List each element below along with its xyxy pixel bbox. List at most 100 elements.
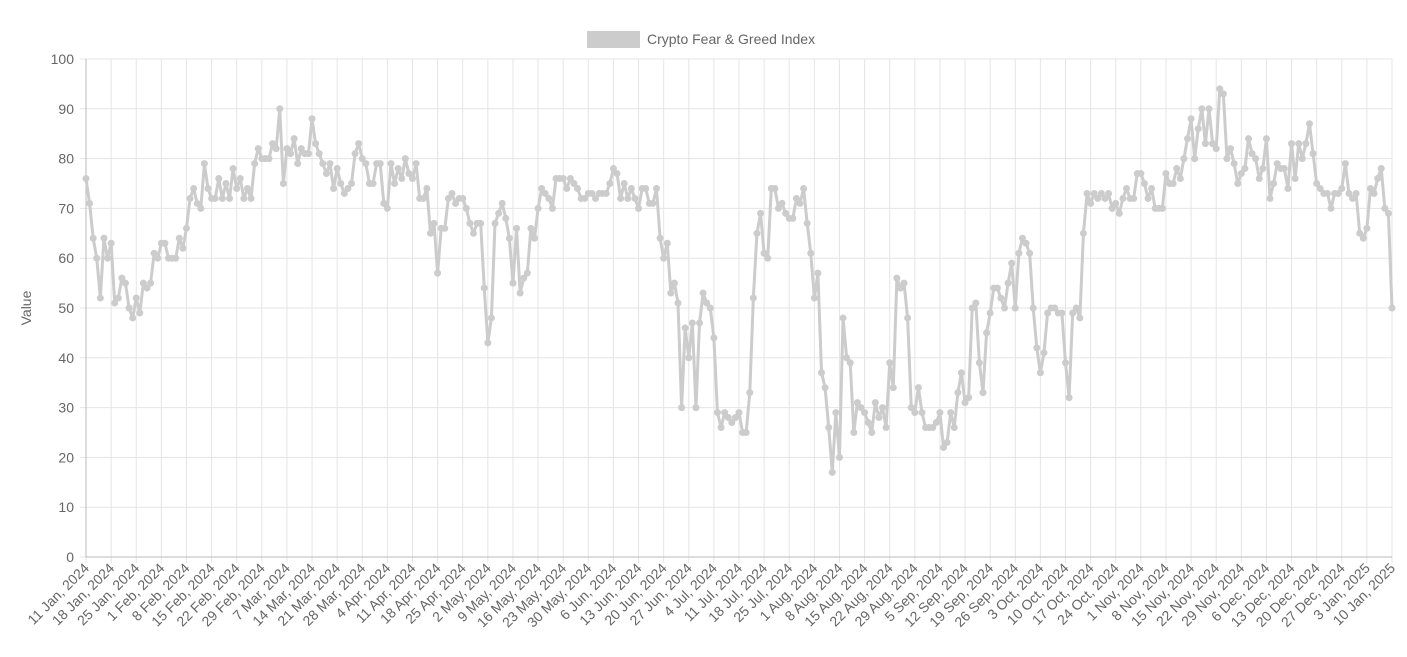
data-point bbox=[1352, 189, 1360, 197]
data-point bbox=[642, 184, 650, 192]
data-point bbox=[986, 309, 994, 317]
data-point bbox=[997, 294, 1005, 302]
data-point bbox=[1187, 115, 1195, 123]
data-point bbox=[545, 194, 553, 202]
data-point bbox=[444, 194, 452, 202]
data-point bbox=[792, 194, 800, 202]
data-point bbox=[197, 204, 205, 212]
data-point bbox=[1051, 304, 1059, 312]
data-point bbox=[1036, 369, 1044, 377]
data-point bbox=[1097, 189, 1105, 197]
legend-label[interactable]: Crypto Fear & Greed Index bbox=[647, 31, 815, 47]
data-point bbox=[369, 180, 377, 187]
data-point bbox=[251, 160, 259, 168]
data-point bbox=[100, 234, 108, 242]
data-point bbox=[132, 294, 140, 302]
data-point bbox=[721, 409, 729, 417]
data-point bbox=[814, 269, 822, 277]
data-point bbox=[229, 165, 237, 173]
data-point bbox=[505, 234, 513, 242]
data-point bbox=[430, 219, 438, 227]
data-point bbox=[864, 419, 872, 427]
data-point bbox=[1180, 155, 1188, 163]
data-point bbox=[724, 414, 732, 422]
data-point bbox=[810, 294, 818, 302]
data-point bbox=[541, 189, 549, 197]
data-point bbox=[452, 199, 460, 207]
data-point bbox=[782, 209, 790, 217]
y-tick-label: 80 bbox=[58, 151, 74, 167]
data-point bbox=[1115, 209, 1123, 217]
data-point bbox=[1015, 249, 1023, 257]
data-point bbox=[1313, 180, 1321, 187]
data-point bbox=[1309, 150, 1317, 158]
data-point bbox=[1176, 175, 1184, 183]
data-point bbox=[559, 175, 567, 183]
data-point bbox=[459, 194, 467, 202]
data-point bbox=[692, 404, 700, 412]
data-point bbox=[1162, 170, 1170, 178]
data-point bbox=[1334, 189, 1342, 197]
data-point bbox=[1273, 160, 1281, 168]
data-point bbox=[487, 314, 495, 322]
data-point bbox=[1033, 344, 1041, 352]
data-point bbox=[710, 334, 718, 342]
data-point bbox=[1148, 184, 1156, 192]
data-point bbox=[624, 194, 632, 202]
data-point bbox=[276, 105, 284, 113]
data-point bbox=[731, 414, 739, 422]
data-point bbox=[656, 234, 664, 242]
data-point bbox=[466, 219, 474, 227]
data-point bbox=[1305, 120, 1313, 128]
y-tick-label: 20 bbox=[58, 449, 74, 465]
data-point bbox=[520, 274, 528, 282]
data-point bbox=[340, 189, 348, 197]
data-point bbox=[1105, 189, 1113, 197]
data-point bbox=[979, 389, 987, 397]
data-point bbox=[441, 224, 449, 232]
data-point bbox=[961, 399, 969, 407]
data-point bbox=[764, 254, 772, 262]
data-point bbox=[735, 409, 743, 417]
data-point bbox=[1094, 194, 1102, 202]
data-point bbox=[107, 239, 115, 247]
data-point bbox=[774, 204, 782, 212]
data-point bbox=[1288, 140, 1296, 148]
data-point bbox=[200, 160, 208, 168]
data-point bbox=[1227, 145, 1235, 153]
data-point bbox=[509, 279, 517, 287]
data-point bbox=[175, 234, 183, 242]
data-point bbox=[581, 194, 589, 202]
data-point bbox=[269, 140, 277, 148]
data-point bbox=[713, 409, 721, 417]
data-point bbox=[803, 219, 811, 227]
data-point bbox=[965, 394, 973, 402]
data-point bbox=[1201, 140, 1209, 148]
data-point bbox=[706, 304, 714, 312]
data-point bbox=[1112, 199, 1120, 207]
data-point bbox=[538, 184, 546, 192]
data-point bbox=[947, 409, 955, 417]
data-point bbox=[96, 294, 104, 302]
data-point bbox=[570, 180, 578, 187]
data-point bbox=[943, 438, 951, 446]
data-point bbox=[1026, 249, 1034, 257]
data-point bbox=[1173, 165, 1181, 173]
data-point bbox=[1295, 140, 1303, 148]
data-point bbox=[1072, 304, 1080, 312]
y-tick-label: 60 bbox=[58, 250, 74, 266]
data-point bbox=[613, 170, 621, 178]
data-point bbox=[312, 140, 320, 148]
data-point bbox=[932, 419, 940, 427]
data-point bbox=[211, 194, 219, 202]
data-point bbox=[818, 369, 826, 377]
data-point bbox=[627, 184, 635, 192]
data-point bbox=[419, 194, 427, 202]
legend-swatch[interactable] bbox=[587, 31, 640, 48]
data-point bbox=[376, 160, 384, 168]
data-point bbox=[911, 409, 919, 417]
data-point bbox=[1198, 105, 1206, 113]
data-point bbox=[1191, 155, 1199, 163]
data-point bbox=[649, 199, 657, 207]
